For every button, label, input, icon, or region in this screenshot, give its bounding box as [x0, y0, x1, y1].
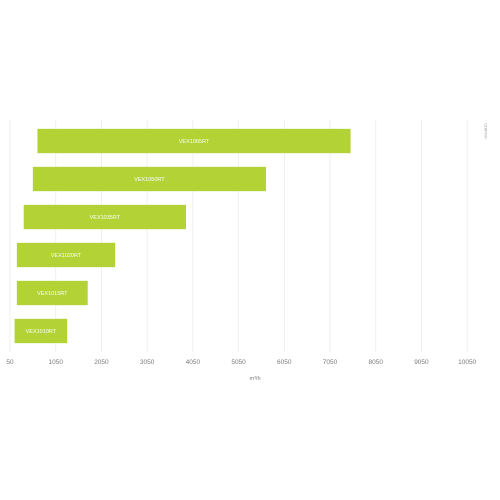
x-tick-label: 7050 [323, 359, 338, 366]
bar-label: VEX1015RT [37, 291, 68, 297]
x-tick-label: 1050 [48, 359, 63, 366]
bar-vex1015rt [16, 280, 88, 306]
x-tick-label: 8050 [368, 359, 383, 366]
x-tick-label: 10050 [458, 359, 476, 366]
x-tick-label: 2050 [94, 359, 109, 366]
x-tick-label: 9050 [414, 359, 429, 366]
bar-label: VEX1035RT [90, 215, 121, 221]
bar-vex1065rt [37, 128, 351, 154]
bar-vex1020rt [16, 242, 116, 268]
grid-lines [9, 120, 468, 352]
x-tick-label: 50 [6, 359, 14, 366]
x-tick-label: 5050 [231, 359, 246, 366]
x-tick-label: 3050 [140, 359, 155, 366]
x-tick-label: 4050 [186, 359, 201, 366]
side-code-label: ID44810 [483, 123, 488, 139]
bar-vex1010rt [14, 318, 68, 344]
bar-label: VEX1065RT [179, 139, 210, 145]
x-tick-labels: 50 1050 2050 3050 4050 5050 6050 7050 8050 9050 10… [6, 359, 476, 366]
x-tick-label: 6050 [277, 359, 292, 366]
bars: VEX1065RT VEX1050RT VEX1035RT VEX1020RT VEX1… [14, 128, 351, 344]
bar-label: VEX1020RT [51, 253, 82, 259]
bar-label: VEX1050RT [134, 177, 165, 183]
bar-vex1035rt [23, 204, 187, 230]
bar-label: VEX1010RT [26, 329, 57, 335]
x-axis-title: m³/h [250, 376, 261, 382]
bar-vex1050rt [32, 166, 266, 192]
